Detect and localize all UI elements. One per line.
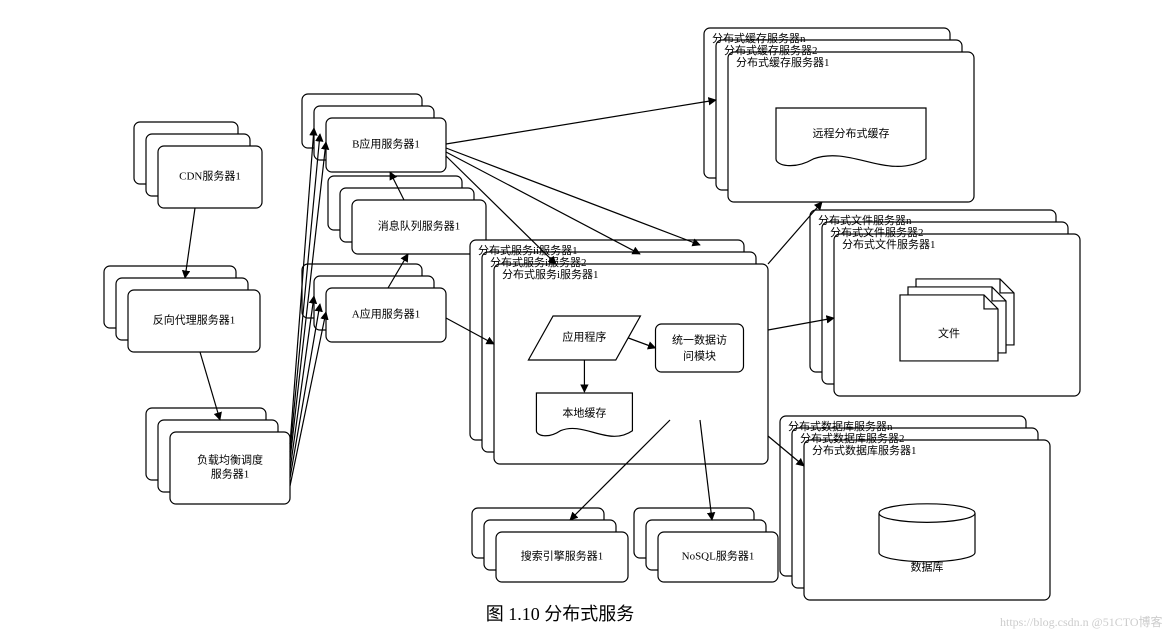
svg-text:远程分布式缓存: 远程分布式缓存 <box>813 126 890 140</box>
appB-to-cache <box>446 100 716 144</box>
svg-text:分布式数据库服务器n: 分布式数据库服务器n <box>788 419 893 433</box>
svg-text:B应用服务器1: B应用服务器1 <box>352 137 420 151</box>
svg-text:分布式服务ii服务器1: 分布式服务ii服务器1 <box>478 244 578 257</box>
db-stack: 分布式数据库服务器n分布式数据库服务器2分布式数据库服务器1 数据库 <box>780 416 1050 600</box>
svg-text:分布式数据库服务器2: 分布式数据库服务器2 <box>800 431 905 445</box>
se-stack: 搜索引擎服务器1 <box>472 508 628 582</box>
svg-text:文件: 文件 <box>938 326 960 340</box>
data-module-l2: 问模块 <box>683 350 716 363</box>
app-program: 应用程序 <box>562 330 606 344</box>
mq-stack: 消息队列服务器1 <box>328 176 486 254</box>
diagram-canvas: CDN服务器1 反向代理服务器1 负载均衡调度服务器1 B应用服务器1 消息队列服务器1… <box>0 0 1176 635</box>
svg-text:A应用服务器1: A应用服务器1 <box>352 307 420 321</box>
figure-caption: 图 1.10 分布式服务 <box>486 604 635 624</box>
svg-text:分布式缓存服务器1: 分布式缓存服务器1 <box>736 55 830 69</box>
svg-text:分布式数据库服务器1: 分布式数据库服务器1 <box>812 443 917 457</box>
nosql-stack: NoSQL服务器1 <box>634 508 778 582</box>
local-cache: 本地缓存 <box>562 406 606 420</box>
svg-text:分布式文件服务器1: 分布式文件服务器1 <box>842 237 936 251</box>
svg-text:反向代理服务器1: 反向代理服务器1 <box>153 313 236 327</box>
data-module-l1: 统一数据访 <box>672 333 727 347</box>
svg-text:分布式服务i服务器1: 分布式服务i服务器1 <box>502 268 599 281</box>
appA-stack: A应用服务器1 <box>302 264 446 342</box>
svg-text:分布式缓存服务器2: 分布式缓存服务器2 <box>724 43 818 57</box>
svg-text:分布式文件服务器2: 分布式文件服务器2 <box>830 225 924 239</box>
svg-text:分布式文件服务器n: 分布式文件服务器n <box>818 213 912 227</box>
svg-text:CDN服务器1: CDN服务器1 <box>179 170 241 183</box>
cache-stack: 分布式缓存服务器n分布式缓存服务器2分布式缓存服务器1 远程分布式缓存 <box>704 28 974 202</box>
svg-text:NoSQL服务器1: NoSQL服务器1 <box>682 550 755 563</box>
svg-text:负载均衡调度: 负载均衡调度 <box>197 453 263 467</box>
proxy-stack: 反向代理服务器1 <box>104 266 260 352</box>
cdn-stack: CDN服务器1 <box>134 122 262 208</box>
svg-text:服务器1: 服务器1 <box>211 468 250 481</box>
svg-text:分布式服务i服务器2: 分布式服务i服务器2 <box>490 256 587 269</box>
svg-text:消息队列服务器1: 消息队列服务器1 <box>378 219 461 233</box>
service-stack: 分布式服务ii服务器1分布式服务i服务器2分布式服务i服务器1 应用程序本地缓存 统… <box>470 240 768 464</box>
lb-stack: 负载均衡调度服务器1 <box>146 408 290 504</box>
svg-text:搜索引擎服务器1: 搜索引擎服务器1 <box>521 549 604 563</box>
file-stack: 分布式文件服务器n分布式文件服务器2分布式文件服务器1 文件 <box>810 210 1080 396</box>
svg-text:分布式缓存服务器n: 分布式缓存服务器n <box>712 31 806 45</box>
watermark: https://blog.csdn.n @51CTO博客 <box>1000 614 1163 629</box>
svg-text:数据库: 数据库 <box>911 560 944 574</box>
